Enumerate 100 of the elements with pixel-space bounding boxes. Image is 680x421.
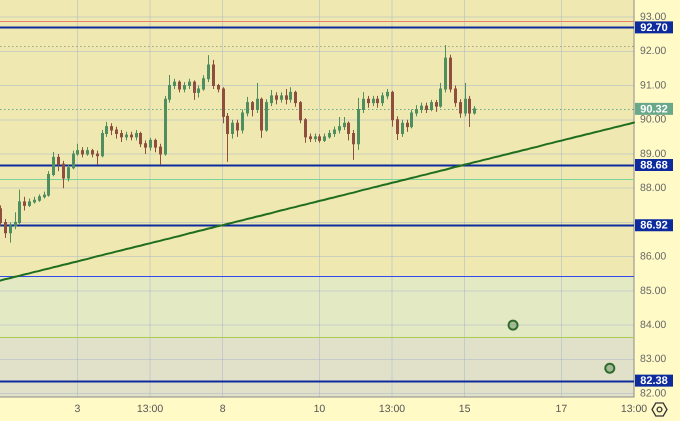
candlestick bbox=[410, 109, 413, 129]
candlestick bbox=[299, 100, 302, 124]
y-tick-label: 88.00 bbox=[640, 182, 666, 194]
candlestick bbox=[333, 126, 336, 138]
candlestick bbox=[193, 80, 196, 100]
x-tick-label: 3 bbox=[74, 403, 81, 416]
candlestick bbox=[270, 90, 273, 107]
candlestick bbox=[294, 90, 297, 108]
candlestick bbox=[62, 160, 65, 189]
candlestick bbox=[231, 119, 234, 140]
candlestick bbox=[420, 102, 423, 114]
candlestick bbox=[285, 88, 288, 105]
candlestick bbox=[212, 59, 215, 90]
ref-line-label: 88.68 bbox=[640, 159, 668, 172]
x-tick-label: 10 bbox=[314, 403, 326, 416]
candlestick bbox=[304, 118, 307, 144]
candlestick bbox=[459, 98, 462, 118]
candlestick bbox=[323, 132, 326, 143]
candlestick bbox=[357, 97, 360, 150]
candlestick bbox=[275, 92, 278, 105]
ref-line-label: 82.38 bbox=[640, 375, 668, 388]
candlestick bbox=[338, 116, 341, 134]
candlestick bbox=[9, 222, 12, 244]
candlestick bbox=[28, 198, 31, 208]
candlestick bbox=[159, 143, 162, 166]
candlestick bbox=[202, 74, 205, 92]
candlestick bbox=[96, 150, 99, 166]
candlestick bbox=[352, 130, 355, 160]
x-tick-label: 13:00 bbox=[136, 403, 164, 416]
candlestick bbox=[33, 196, 36, 204]
candlestick bbox=[454, 85, 457, 108]
ref-line-label: 90.32 bbox=[640, 103, 668, 116]
candlestick bbox=[396, 116, 399, 140]
candlestick bbox=[362, 92, 365, 114]
candlestick bbox=[415, 104, 418, 117]
candlestick bbox=[115, 126, 118, 140]
candlestick bbox=[260, 97, 263, 138]
candlestick bbox=[217, 83, 220, 93]
candlestick bbox=[425, 102, 428, 114]
candlestick bbox=[343, 116, 346, 131]
candlestick bbox=[251, 100, 254, 117]
candlestick bbox=[280, 92, 283, 104]
y-tick-label: 82.00 bbox=[640, 387, 666, 400]
candlestick bbox=[67, 164, 70, 182]
candlestick bbox=[468, 95, 471, 128]
candlestick bbox=[188, 78, 191, 90]
candlestick bbox=[125, 131, 128, 141]
x-tick-label: 13:00 bbox=[378, 403, 406, 416]
candlestick bbox=[439, 82, 442, 108]
x-tick-label: 8 bbox=[220, 403, 226, 416]
candlestick bbox=[256, 82, 259, 114]
candlestick bbox=[149, 137, 152, 152]
x-tick-label: 13:00 bbox=[620, 403, 648, 416]
candlestick bbox=[86, 146, 89, 156]
x-tick-label: 17 bbox=[556, 403, 568, 416]
candlestick bbox=[110, 122, 113, 136]
candlestick bbox=[367, 95, 370, 108]
x-tick-label: 15 bbox=[458, 403, 471, 416]
candlestick bbox=[130, 131, 133, 141]
candlestick bbox=[318, 134, 321, 144]
candlestick bbox=[4, 218, 7, 238]
candlestick bbox=[241, 109, 244, 134]
candlestick bbox=[464, 82, 467, 117]
candlestick bbox=[328, 130, 331, 140]
candlestick bbox=[376, 95, 379, 108]
candlestick bbox=[372, 95, 375, 107]
candlestick bbox=[91, 148, 94, 158]
y-tick-label: 84.00 bbox=[640, 319, 666, 332]
candlestick bbox=[381, 92, 384, 107]
y-tick-label: 86.00 bbox=[640, 250, 666, 263]
candlestick bbox=[52, 151, 55, 177]
y-tick-label: 93.00 bbox=[640, 11, 666, 24]
candlestick bbox=[444, 44, 447, 93]
candlestick bbox=[391, 90, 394, 128]
candlestick bbox=[144, 140, 147, 155]
y-tick-label: 85.00 bbox=[640, 284, 666, 297]
ref-line-label: 86.92 bbox=[640, 220, 668, 232]
candlestick bbox=[38, 194, 41, 202]
candlestick bbox=[135, 130, 138, 141]
candlestick bbox=[120, 130, 123, 143]
candlestick bbox=[246, 96, 249, 117]
y-tick-label: 91.00 bbox=[640, 79, 666, 92]
y-tick-label: 89.00 bbox=[640, 148, 666, 160]
y-tick-label: 90.00 bbox=[640, 114, 666, 126]
candlestick bbox=[139, 131, 142, 148]
candlestick bbox=[430, 99, 433, 112]
y-tick-label: 92.00 bbox=[640, 45, 666, 58]
candlestick bbox=[401, 119, 404, 138]
candlestick bbox=[435, 99, 438, 112]
candlestick bbox=[236, 119, 239, 138]
candlestick bbox=[347, 120, 350, 141]
candlestick bbox=[183, 82, 186, 93]
candlestick bbox=[309, 132, 312, 143]
candlestick bbox=[47, 170, 50, 198]
candlestick bbox=[23, 196, 26, 211]
candlestick bbox=[178, 80, 181, 93]
candlestick bbox=[473, 106, 476, 116]
ref-line-label: 92.70 bbox=[640, 22, 668, 34]
candlestick bbox=[314, 132, 317, 143]
candlestick bbox=[406, 119, 409, 132]
